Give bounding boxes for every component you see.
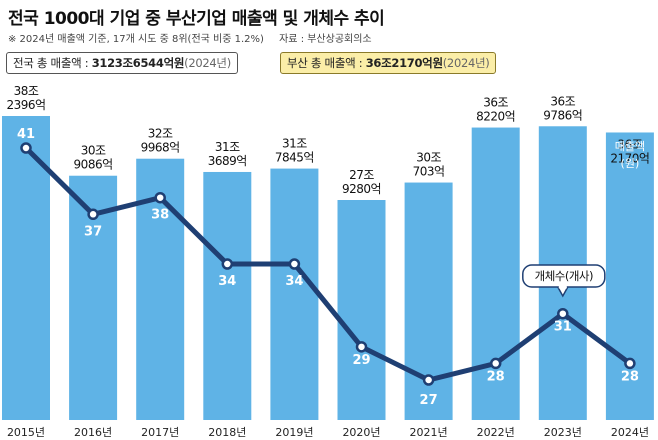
count-point xyxy=(87,208,99,221)
count-value-label: 34 xyxy=(285,274,303,289)
national-total-year: (2024년) xyxy=(184,56,231,70)
bar-value-label: 8220억 xyxy=(476,110,515,124)
bar-value-label: 30조 xyxy=(416,151,441,165)
bar-value-label: 31조 xyxy=(215,140,240,154)
line-layer xyxy=(20,142,636,386)
bar-value-label: 36조 xyxy=(483,96,508,110)
bar xyxy=(270,168,319,420)
subtitle-row: ※ 2024년 매출액 기준, 17개 시도 중 8위(전국 비중 1.2%) … xyxy=(8,30,372,45)
bar-value-label: 9786억 xyxy=(543,108,582,122)
bar-value-label: 7845억 xyxy=(275,151,314,165)
national-total-box: 전국 총 매출액 : 3123조6544억원(2024년) xyxy=(6,52,238,74)
count-value-label: 31 xyxy=(554,320,572,335)
busan-total-value: 36조2170억원 xyxy=(365,56,443,70)
count-point xyxy=(221,258,234,270)
count-point xyxy=(154,191,166,204)
bar xyxy=(337,200,386,420)
bar-value-label: 3689억 xyxy=(208,154,247,168)
count-point xyxy=(288,258,301,270)
bar-value-label: 32조 xyxy=(148,127,173,141)
x-tick-label: 2023년 xyxy=(544,426,582,439)
count-point xyxy=(489,357,502,370)
count-point xyxy=(422,374,435,386)
series-name-label: 매출액 xyxy=(615,140,645,153)
unit-label: (원) xyxy=(621,157,640,170)
national-total-label: 전국 총 매출액 : xyxy=(13,56,92,70)
bar-value-label: 27조 xyxy=(349,168,374,182)
count-line xyxy=(24,146,632,383)
labels-layer: 2015년38조2396억2016년30조9086억2017년32조9968억2… xyxy=(6,84,649,439)
busan-total-label: 부산 총 매출액 : xyxy=(287,56,366,70)
bar-value-label: 31조 xyxy=(282,137,307,151)
count-point xyxy=(624,357,636,370)
count-value-label: 38 xyxy=(151,208,169,223)
x-tick-label: 2021년 xyxy=(410,426,448,439)
source-note: 자료 : 부산상공회의소 xyxy=(279,34,372,45)
national-total-value: 3123조6544억원 xyxy=(91,56,185,70)
busan-total-box: 부산 총 매출액 : 36조2170억원(2024년) xyxy=(280,52,497,74)
bar-value-label: 30조 xyxy=(81,144,106,158)
bar-value-label: 36조 xyxy=(550,94,575,108)
bar-value-label: 9968억 xyxy=(141,141,180,155)
bar-value-label: 2170억 xyxy=(610,151,649,165)
bar-value-label: 9280억 xyxy=(342,182,381,196)
bar-value-label: 9086억 xyxy=(74,158,113,172)
x-tick-label: 2017년 xyxy=(141,426,179,439)
count-value-label: 34 xyxy=(218,274,236,289)
count-value-label: 27 xyxy=(420,393,438,408)
count-point xyxy=(20,142,32,154)
x-tick-label: 2024년 xyxy=(611,426,649,439)
count-point xyxy=(557,307,569,320)
count-value-label: 37 xyxy=(84,224,102,239)
count-callout-pointer-mask xyxy=(558,285,567,289)
bar-value-label: 38조 xyxy=(14,84,39,98)
x-tick-label: 2015년 xyxy=(7,426,45,439)
count-value-label: 28 xyxy=(487,369,505,384)
page-title: 전국 1000대 기업 중 부산기업 매출액 및 개체수 추이 xyxy=(8,9,385,29)
count-value-label: 28 xyxy=(621,369,639,384)
count-callout-pointer xyxy=(557,286,569,298)
x-tick-label: 2016년 xyxy=(74,426,112,439)
bar-value-label: 703억 xyxy=(413,165,445,179)
x-tick-label: 2019년 xyxy=(275,426,313,439)
bar-value-label: 36조 xyxy=(617,137,642,151)
busan-total-year: (2024년) xyxy=(442,56,490,70)
count-value-label: 41 xyxy=(17,127,35,142)
x-tick-label: 2020년 xyxy=(342,426,380,439)
x-tick-label: 2022년 xyxy=(477,426,515,439)
bar xyxy=(471,127,520,420)
ranking-note: ※ 2024년 매출액 기준, 17개 시도 중 8위(전국 비중 1.2%) xyxy=(8,34,264,45)
bar-value-label: 2396억 xyxy=(6,98,45,112)
count-value-label: 29 xyxy=(352,353,370,368)
count-callout-label: 개체수(개사) xyxy=(535,269,593,283)
bar xyxy=(605,132,654,420)
bar xyxy=(203,171,252,420)
x-tick-label: 2018년 xyxy=(208,426,246,439)
count-point xyxy=(355,341,368,353)
